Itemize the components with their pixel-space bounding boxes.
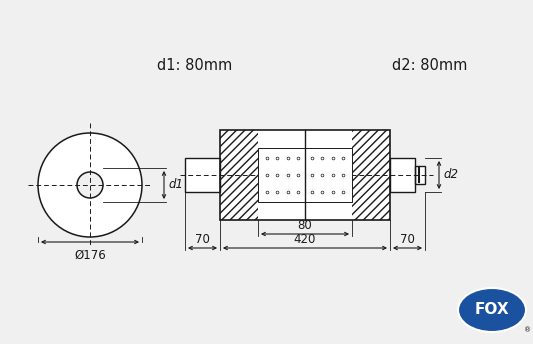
Bar — [258, 148, 352, 202]
Bar — [220, 130, 390, 220]
Circle shape — [77, 172, 103, 198]
Bar — [415, 166, 425, 184]
Text: FOX: FOX — [475, 302, 510, 318]
Text: 80: 80 — [297, 219, 312, 232]
Circle shape — [38, 133, 142, 237]
Bar — [185, 158, 220, 192]
Text: Ø176: Ø176 — [74, 249, 106, 262]
Text: d1: 80mm: d1: 80mm — [157, 57, 232, 73]
Text: d1: d1 — [168, 179, 183, 192]
Text: d2: 80mm: d2: 80mm — [392, 57, 467, 73]
Bar — [352, 130, 390, 220]
Ellipse shape — [458, 288, 526, 332]
Bar — [390, 158, 415, 192]
Text: ®: ® — [524, 327, 531, 333]
Text: 420: 420 — [294, 233, 316, 246]
Bar — [185, 158, 220, 192]
Bar — [415, 166, 425, 184]
Text: d2: d2 — [443, 169, 458, 182]
Bar — [220, 130, 390, 220]
Text: 70: 70 — [400, 233, 415, 246]
Bar — [220, 130, 258, 220]
Bar — [390, 158, 415, 192]
Text: 70: 70 — [195, 233, 210, 246]
